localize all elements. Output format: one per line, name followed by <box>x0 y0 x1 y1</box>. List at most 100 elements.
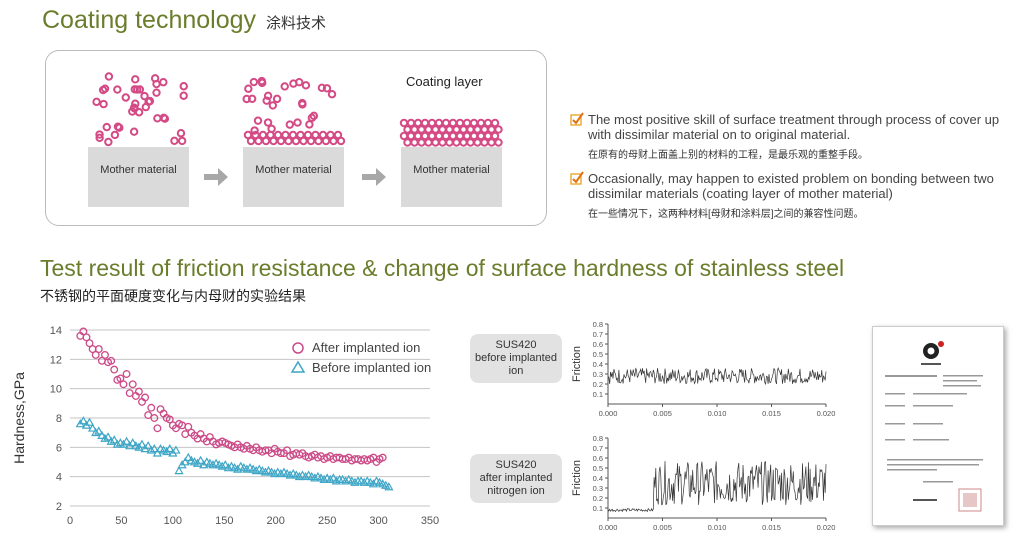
particle <box>248 138 254 144</box>
coating-layer-label: Coating layer <box>406 74 483 89</box>
y-tick-label: 0.2 <box>593 380 603 389</box>
bullet-text-en: The most positive skill of surface treat… <box>588 112 1020 142</box>
y-tick-label: 10 <box>50 384 62 396</box>
particle <box>171 138 177 144</box>
arrow-right-icon <box>204 168 228 186</box>
legend-marker-after <box>293 343 303 353</box>
y-tick-label: 0.8 <box>593 320 603 329</box>
legend-marker-before <box>292 362 304 372</box>
particle <box>104 124 110 130</box>
particle <box>408 133 414 139</box>
particle <box>404 139 410 145</box>
particle <box>131 128 137 134</box>
particle <box>411 126 417 132</box>
y-tick-label: 0.4 <box>593 474 603 483</box>
particle <box>418 126 424 132</box>
section-title: Test result of friction resistance & cha… <box>40 255 844 282</box>
particle <box>443 133 449 139</box>
particle <box>453 139 459 145</box>
particle <box>488 139 494 145</box>
particle <box>306 121 312 127</box>
particle <box>147 98 153 104</box>
particle <box>432 139 438 145</box>
particle <box>265 93 271 99</box>
particle <box>401 133 407 139</box>
particle <box>411 139 417 145</box>
particle <box>294 119 300 125</box>
data-point-after <box>182 431 189 438</box>
particle <box>153 81 159 87</box>
legend-label-before: Before implanted ion <box>312 360 431 375</box>
particle <box>293 138 299 144</box>
particle <box>249 96 255 102</box>
y-axis-label: Friction <box>571 460 583 496</box>
particle <box>471 120 477 126</box>
particle <box>422 133 428 139</box>
particle <box>265 119 271 125</box>
sus-line: before implanted <box>470 352 562 365</box>
data-point-after <box>148 404 155 411</box>
particle <box>319 85 325 91</box>
particle <box>105 139 111 145</box>
checkmark-icon <box>570 112 584 126</box>
x-tick-label: 0 <box>67 515 73 527</box>
particle <box>474 139 480 145</box>
x-tick-label: 0.010 <box>708 409 727 418</box>
particle <box>132 76 138 82</box>
y-axis-label: Hardness,GPa <box>11 372 27 464</box>
particle <box>338 138 344 144</box>
particle <box>180 93 186 99</box>
particle <box>436 120 442 126</box>
particle <box>429 120 435 126</box>
particle <box>418 139 424 145</box>
particle <box>330 138 336 144</box>
mother-material-3: Mother material <box>401 147 502 207</box>
y-tick-label: 0.8 <box>593 434 603 443</box>
particle <box>478 120 484 126</box>
y-tick-label: 2 <box>56 501 62 513</box>
particle <box>323 138 329 144</box>
particle <box>446 126 452 132</box>
particle <box>464 133 470 139</box>
x-tick-label: 0.005 <box>653 409 672 418</box>
sus-line: SUS420 <box>470 459 562 472</box>
y-tick-label: 0.3 <box>593 370 603 379</box>
data-point-after <box>102 352 109 359</box>
particle <box>450 133 456 139</box>
particle <box>495 139 501 145</box>
y-tick-label: 0.1 <box>593 390 603 399</box>
y-tick-label: 8 <box>56 413 62 425</box>
particle <box>300 138 306 144</box>
particle <box>436 133 442 139</box>
data-point-after <box>111 366 118 373</box>
legend-label-after: After implanted ion <box>312 340 420 355</box>
y-tick-label: 0.4 <box>593 360 603 369</box>
particle <box>106 73 112 79</box>
particle <box>245 86 251 92</box>
particle <box>315 138 321 144</box>
particle <box>153 89 159 95</box>
title-zh: 涂料技术 <box>266 15 326 32</box>
data-point-after <box>129 381 136 388</box>
checkmark-icon <box>570 171 584 185</box>
y-tick-label: 0.2 <box>593 494 603 503</box>
particle <box>160 79 166 85</box>
particle <box>303 82 309 88</box>
bullet-text-zh: 在一些情况下，这两种材料[母财和涂料层]之间的兼容性问题。 <box>588 205 1020 220</box>
bullet-text-zh: 在原有的母财上面盖上别的材料的工程，是最乐观的重整手段。 <box>588 146 1020 161</box>
particle <box>481 139 487 145</box>
friction-chart-after: 0.10.20.30.40.50.60.70.8 0.000 0.005 0.010 0… <box>568 432 838 532</box>
y-axis-label: Friction <box>571 346 583 382</box>
title-en: Coating technology <box>42 6 256 34</box>
mother-material-1: Mother material <box>88 147 189 207</box>
particle <box>485 133 491 139</box>
y-tick-label: 0.5 <box>593 464 603 473</box>
particle <box>115 123 121 129</box>
y-tick-label: 0.6 <box>593 340 603 349</box>
mother-material-2: Mother material <box>243 147 344 207</box>
particle <box>263 138 269 144</box>
particle <box>457 120 463 126</box>
x-tick-label: 250 <box>318 515 336 527</box>
y-tick-label: 6 <box>56 442 62 454</box>
bullet-text-en: Occasionally, may happen to existed prob… <box>588 171 1020 201</box>
